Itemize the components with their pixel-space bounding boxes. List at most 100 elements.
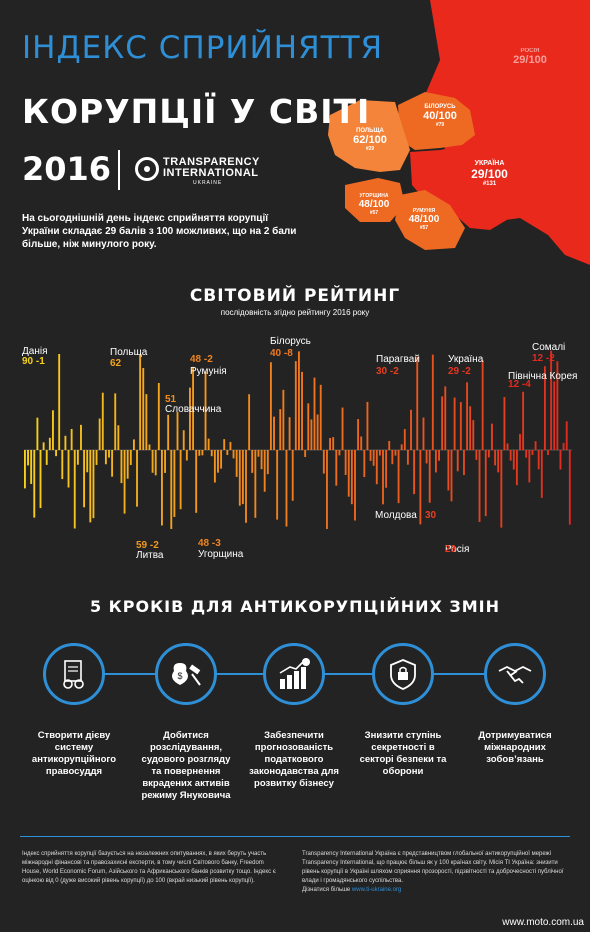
chart-bar: [276, 450, 279, 520]
chart-label-country: Румунія: [190, 366, 227, 377]
step-2-text: Добитися розслідування, судового розгляд…: [141, 730, 231, 801]
chart-bar: [27, 450, 29, 466]
chart-bar: [363, 450, 366, 478]
chart-bar: [354, 450, 356, 521]
chart-bar: [260, 450, 263, 470]
chart-bar: [357, 419, 360, 450]
chart-label-value: 51: [165, 394, 177, 405]
footer-left: Індекс сприйняття корупції базується на …: [22, 851, 276, 884]
chart-bar: [48, 437, 51, 450]
map-label-belarus: БІЛОРУСЬ 40/100 #79: [423, 104, 457, 128]
chart-bar: [101, 392, 104, 450]
chart-bar: [406, 450, 409, 465]
chart-label-value: 90 -1: [22, 356, 45, 367]
chart-bar: [148, 444, 151, 450]
chart-bar: [245, 450, 247, 523]
document-handcuffs-icon: [63, 660, 84, 689]
chart-bar: [64, 435, 67, 450]
chart-bar: [229, 441, 232, 450]
chart-bar: [487, 450, 490, 458]
transparency-logo-icon: [135, 157, 159, 181]
ranking-subtitle: послідовність згідно рейтингу 2016 року: [220, 308, 370, 317]
chart-bar: [207, 438, 210, 450]
chart-bar: [189, 387, 191, 450]
chart-bar: [217, 450, 219, 473]
chart-bar: [528, 450, 531, 483]
chart-bar: [313, 377, 316, 450]
chart-bar: [506, 443, 509, 450]
chart-bar: [350, 450, 353, 505]
chart-bar: [478, 450, 481, 522]
chart-label-value: 48 -3: [198, 538, 221, 549]
chart-bar: [298, 351, 300, 450]
chart-bar: [185, 450, 188, 461]
chart-bar: [161, 450, 163, 526]
chart-bar: [67, 450, 70, 488]
chart-bar: [491, 423, 493, 450]
chart-bar: [453, 397, 456, 450]
chart-label-country: Польща: [110, 347, 148, 358]
chart-label-country: Словаччина: [165, 404, 222, 415]
chart-bar: [291, 450, 294, 501]
chart-bar: [403, 429, 406, 450]
chart-bar: [484, 450, 487, 517]
divider: [118, 150, 120, 190]
chart-bar: [86, 450, 89, 473]
chart-bar: [338, 450, 341, 456]
chart-bar: [410, 409, 412, 450]
chart-bar: [391, 450, 394, 465]
chart-label-value: 12 -2: [532, 353, 555, 364]
chart-bar: [322, 450, 325, 474]
chart-bar: [301, 371, 303, 450]
more-label: Дізнатися більше: [302, 887, 351, 893]
chart-bar: [241, 450, 244, 505]
watermark: www.moto.com.ua: [502, 917, 584, 928]
chart-bar: [509, 450, 512, 461]
chart-bar: [469, 406, 472, 450]
chart-label-value: 29 -2: [448, 366, 471, 377]
map-label-poland: ПОЛЬЩА 62/100 #29: [353, 128, 387, 152]
chart-label-country: Молдова: [375, 510, 417, 521]
chart-label-country: Литва: [136, 550, 164, 561]
chart-bar: [80, 424, 82, 450]
chart-bar: [400, 444, 403, 450]
shield-lock-icon: [390, 659, 416, 690]
chart-bar: [475, 450, 478, 460]
chart-bar: [310, 419, 313, 450]
chart-label-value: 40 -8: [270, 348, 293, 359]
chart-bar: [151, 450, 154, 473]
chart-bar: [565, 421, 568, 450]
chart-bar: [269, 362, 272, 450]
chart-bar: [104, 450, 107, 465]
chart-bar: [497, 450, 500, 473]
chart-bar: [519, 433, 521, 450]
chart-bar: [444, 386, 447, 450]
chart-bar: [294, 361, 297, 450]
chart-bar: [73, 450, 76, 529]
map-label-russia: РОСІЯ 29/100: [513, 48, 547, 66]
chart-bar: [70, 428, 73, 450]
intro-text: На сьогоднішній день індекс сприйняття к…: [22, 213, 297, 250]
chart-label-country: Білорусь: [270, 336, 311, 347]
more-link[interactable]: www.ti-ukraine.org: [351, 887, 402, 893]
chart-bar: [326, 450, 328, 530]
chart-bar: [213, 450, 216, 483]
chart-bar: [204, 371, 207, 450]
chart-bar: [154, 450, 157, 476]
chart-bar: [419, 450, 422, 525]
chart-bar: [126, 450, 129, 479]
chart-bar: [92, 450, 95, 519]
chart-bar: [98, 418, 101, 450]
chart-bar: [192, 366, 195, 450]
chart-bar: [95, 450, 98, 465]
chart-bar: [132, 439, 135, 450]
chart-bar: [534, 441, 537, 450]
chart-bar: [450, 450, 453, 502]
chart-bar: [195, 450, 198, 513]
chart-bar: [388, 440, 391, 450]
chart-bar: [254, 450, 257, 518]
chart-bar: [33, 450, 36, 518]
chart-bar: [456, 450, 459, 472]
